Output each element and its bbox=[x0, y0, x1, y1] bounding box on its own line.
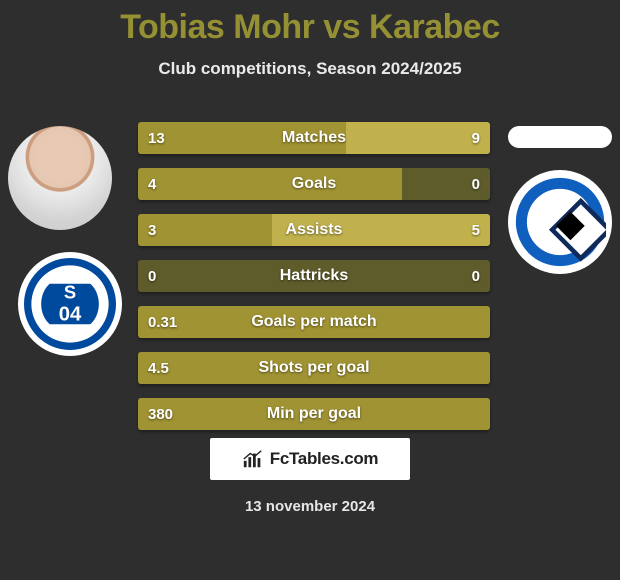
stat-bar-left bbox=[138, 168, 402, 200]
chart-icon bbox=[242, 448, 264, 470]
svg-text:S: S bbox=[64, 281, 76, 302]
page-subtitle: Club competitions, Season 2024/2025 bbox=[0, 59, 620, 79]
stat-bar-left bbox=[138, 306, 490, 338]
stat-row: Goals per match0.31 bbox=[138, 306, 490, 338]
stat-row: Hattricks0 0 bbox=[138, 260, 490, 292]
stat-value-right: 0 bbox=[472, 168, 480, 200]
player-left-avatar bbox=[8, 126, 112, 230]
player-right-avatar bbox=[508, 126, 612, 148]
club-right-logo bbox=[508, 170, 612, 274]
stat-row: Goals40 bbox=[138, 168, 490, 200]
club-left-logo: S 04 bbox=[18, 252, 122, 356]
stat-bar-left bbox=[138, 122, 346, 154]
footer-brand-text: FcTables.com bbox=[270, 449, 379, 469]
stat-bars: Matches139Goals40Assists35Hattricks00Goa… bbox=[138, 122, 490, 444]
page-title: Tobias Mohr vs Karabec bbox=[0, 0, 620, 47]
schalke-icon: S 04 bbox=[24, 258, 116, 350]
stat-row: Matches139 bbox=[138, 122, 490, 154]
footer-brand-badge: FcTables.com bbox=[210, 438, 410, 480]
hsv-icon bbox=[514, 176, 606, 268]
stat-bar-left bbox=[138, 352, 490, 384]
date-text: 13 november 2024 bbox=[0, 498, 620, 515]
stat-bar-left bbox=[138, 398, 490, 430]
stat-row: Min per goal380 bbox=[138, 398, 490, 430]
stat-row: Shots per goal4.5 bbox=[138, 352, 490, 384]
svg-text:04: 04 bbox=[59, 304, 82, 326]
stat-bar-right bbox=[272, 214, 490, 246]
stat-value-left: 0 bbox=[148, 260, 156, 292]
stat-value-right: 0 bbox=[472, 260, 480, 292]
stat-label: Hattricks bbox=[138, 260, 490, 292]
stat-bar-left bbox=[138, 214, 272, 246]
stat-bar-right bbox=[346, 122, 490, 154]
stat-row: Assists35 bbox=[138, 214, 490, 246]
